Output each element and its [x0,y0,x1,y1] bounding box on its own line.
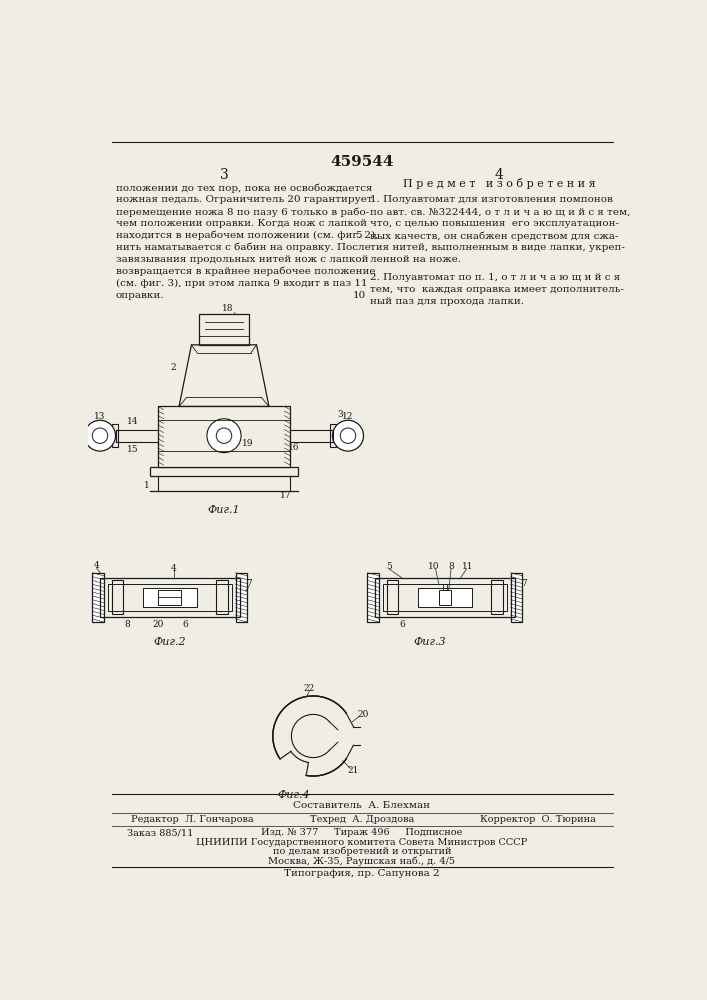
Text: Составитель  А. Блехман: Составитель А. Блехман [293,801,431,810]
Text: 12: 12 [342,412,354,421]
Bar [443,584,448,590]
Bar [216,580,228,614]
Text: ЦНИИПИ Государственного комитета Совета Министров СССР: ЦНИИПИ Государственного комитета Совета … [197,838,527,847]
Bar [158,406,290,466]
Text: 459544: 459544 [330,155,394,169]
Text: 13: 13 [94,412,105,421]
Text: Редактор  Л. Гончарова: Редактор Л. Гончарова [131,815,254,824]
Text: ных качеств, он снабжен средством для сжа-: ных качеств, он снабжен средством для сж… [370,231,618,241]
Text: ленной на ноже.: ленной на ноже. [370,255,461,264]
Text: Техред  А. Дроздова: Техред А. Дроздова [310,815,414,824]
Text: 6: 6 [399,620,405,629]
Text: 5: 5 [386,562,392,571]
Text: П р е д м е т   и з о б р е т е н и я: П р е д м е т и з о б р е т е н и я [403,178,595,189]
Bar [418,588,472,607]
Text: 20: 20 [153,620,164,629]
Text: чем положении оправки. Когда нож с лапкой: чем положении оправки. Когда нож с лапко… [115,219,366,228]
Text: 20: 20 [358,710,369,719]
Bar [383,584,507,611]
Text: 4: 4 [93,561,99,570]
Text: Корректор  О. Тюрина: Корректор О. Тюрина [480,815,596,824]
Text: нить наматывается с бабин на оправку. После: нить наматывается с бабин на оправку. По… [115,243,370,252]
Bar [112,580,123,614]
Text: 10: 10 [428,562,439,571]
Text: 14: 14 [127,417,139,426]
Bar [368,573,379,622]
Bar [330,424,337,447]
Text: 11: 11 [462,562,474,571]
Text: положении до тех пор, пока не освобождается: положении до тех пор, пока не освобождае… [115,183,372,193]
Text: что, с целью повышения  его эксплуатацион-: что, с целью повышения его эксплуатацион… [370,219,619,228]
Text: тем, что  каждая оправка имеет дополнитель-: тем, что каждая оправка имеет дополнител… [370,285,624,294]
Text: Фиг.3: Фиг.3 [413,637,445,647]
Text: 10: 10 [353,291,366,300]
Bar [235,573,247,622]
Text: 5: 5 [355,231,361,240]
Circle shape [207,419,241,453]
Bar [92,573,104,622]
Text: (см. фиг. 3), при этом лапка 9 входит в паз 11: (см. фиг. 3), при этом лапка 9 входит в … [115,279,367,288]
Bar [112,424,118,447]
Text: 15: 15 [127,445,139,454]
Text: Москва, Ж-35, Раушская наб., д. 4/5: Москва, Ж-35, Раушская наб., д. 4/5 [269,856,455,866]
Text: ножная педаль. Ограничитель 20 гарантирует: ножная педаль. Ограничитель 20 гарантиру… [115,195,372,204]
Text: Фиг.4: Фиг.4 [277,790,310,800]
Text: Типография, пр. Сапунова 2: Типография, пр. Сапунова 2 [284,869,440,878]
Polygon shape [279,751,308,777]
Text: Заказ 885/11: Заказ 885/11 [127,828,194,837]
Text: 3: 3 [220,168,228,182]
Text: Фиг.2: Фиг.2 [153,637,186,647]
Text: 1: 1 [144,481,149,490]
Text: ный паз для прохода лапки.: ный паз для прохода лапки. [370,297,524,306]
Text: 2. Полуавтомат по п. 1, о т л и ч а ю щ и й с я: 2. Полуавтомат по п. 1, о т л и ч а ю щ … [370,273,620,282]
Text: 3: 3 [337,410,343,419]
Text: 16: 16 [288,443,300,452]
Text: тия нитей, выполненным в виде лапки, укреп-: тия нитей, выполненным в виде лапки, укр… [370,243,624,252]
Text: перемещение ножа 8 по пазу 6 только в рабо-: перемещение ножа 8 по пазу 6 только в ра… [115,207,369,217]
Bar [510,573,522,622]
Text: 17: 17 [280,491,292,500]
Text: завязывания продольных нитей нож с лапкой: завязывания продольных нитей нож с лапко… [115,255,368,264]
Text: по делам изобретений и открытий: по делам изобретений и открытий [273,847,451,856]
Bar [158,590,182,605]
Text: 4: 4 [495,168,503,182]
Bar [100,578,240,617]
Text: 8: 8 [124,620,130,629]
Bar [143,588,197,607]
Bar [491,580,503,614]
Text: по авт. св. №322444, о т л и ч а ю щ и й с я тем,: по авт. св. №322444, о т л и ч а ю щ и й… [370,207,630,216]
Text: Фиг.1: Фиг.1 [208,505,240,515]
Text: находится в нерабочем положении (см. фиг. 2),: находится в нерабочем положении (см. фиг… [115,231,378,240]
Bar [151,466,298,476]
Bar [387,580,398,614]
Text: 4: 4 [171,564,177,573]
Bar [375,578,515,617]
Text: 2: 2 [171,363,177,372]
Text: возвращается в крайнее нерабочее положение: возвращается в крайнее нерабочее положен… [115,267,375,276]
Text: 1. Полуавтомат для изготовления помпонов: 1. Полуавтомат для изготовления помпонов [370,195,612,204]
Circle shape [332,420,363,451]
Text: Изд. № 377     Тираж 496     Подписное: Изд. № 377 Тираж 496 Подписное [262,828,462,837]
Text: 19: 19 [242,439,253,448]
Text: 18: 18 [222,304,233,313]
Bar [438,590,451,605]
Text: 8: 8 [448,562,454,571]
Circle shape [85,420,115,451]
Text: 7: 7 [246,579,252,588]
Bar [199,314,249,345]
Text: 7: 7 [521,579,527,588]
Text: 21: 21 [348,766,359,775]
Text: 22: 22 [303,684,315,693]
Bar [107,584,232,611]
Text: 6: 6 [182,620,188,629]
Text: оправки.: оправки. [115,291,164,300]
